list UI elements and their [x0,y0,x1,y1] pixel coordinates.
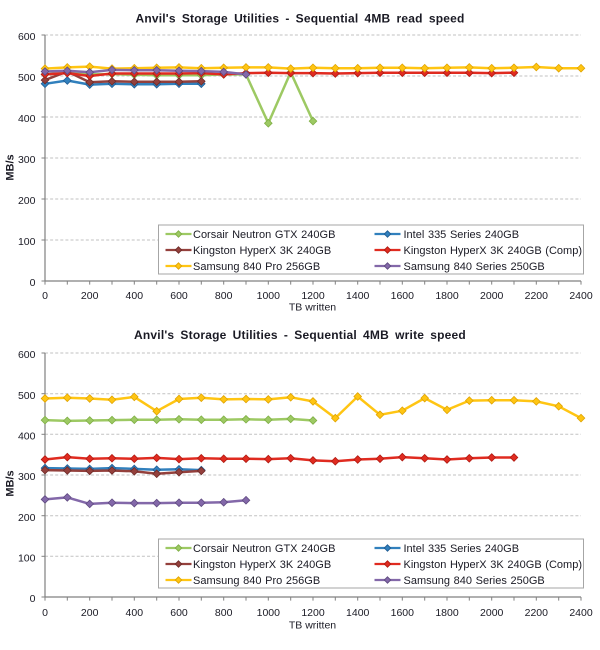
svg-text:TB written: TB written [289,620,336,632]
svg-text:1600: 1600 [391,290,415,302]
svg-text:800: 800 [215,607,233,619]
svg-text:0: 0 [30,593,36,605]
svg-text:1000: 1000 [257,607,281,619]
svg-text:100: 100 [18,553,36,565]
svg-text:MB/s: MB/s [5,154,17,180]
svg-text:Anvil's Storage Utilities - S: Anvil's Storage Utilities - Sequential 4… [135,11,464,25]
svg-text:200: 200 [18,512,36,524]
svg-text:2200: 2200 [525,290,549,302]
svg-text:600: 600 [170,290,188,302]
svg-text:1800: 1800 [435,290,459,302]
svg-text:0: 0 [42,290,48,302]
svg-text:Kingston HyperX 3K 240GB (Comp: Kingston HyperX 3K 240GB (Comp) [404,245,582,257]
svg-text:0: 0 [42,607,48,619]
svg-text:600: 600 [170,607,188,619]
svg-text:400: 400 [18,113,36,125]
svg-text:Samsung 840 Pro 256GB: Samsung 840 Pro 256GB [193,575,320,587]
svg-text:200: 200 [81,290,99,302]
svg-text:Kingston HyperX 3K 240GB (Comp: Kingston HyperX 3K 240GB (Comp) [404,559,582,571]
svg-text:Intel 335 Series 240GB: Intel 335 Series 240GB [404,229,520,241]
svg-text:2400: 2400 [569,290,593,302]
svg-text:Corsair Neutron GTX 240GB: Corsair Neutron GTX 240GB [193,229,335,241]
svg-text:200: 200 [81,607,99,619]
svg-text:1200: 1200 [301,290,325,302]
svg-text:1000: 1000 [257,290,281,302]
svg-text:Anvil's Storage Utilities - S: Anvil's Storage Utilities - Sequential 4… [134,328,466,342]
svg-text:1200: 1200 [301,607,325,619]
svg-text:500: 500 [18,72,36,84]
svg-text:Kingston HyperX 3K 240GB: Kingston HyperX 3K 240GB [193,245,331,257]
svg-text:100: 100 [18,236,36,248]
svg-text:Samsung 840 Pro 256GB: Samsung 840 Pro 256GB [193,261,320,273]
svg-text:Kingston HyperX 3K 240GB: Kingston HyperX 3K 240GB [193,559,331,571]
svg-text:Samsung 840 Series 250GB: Samsung 840 Series 250GB [404,261,545,273]
svg-text:TB written: TB written [289,302,336,314]
svg-text:2200: 2200 [525,607,549,619]
svg-text:400: 400 [126,290,144,302]
svg-text:600: 600 [18,31,36,43]
svg-text:800: 800 [215,290,233,302]
svg-text:1600: 1600 [391,607,415,619]
svg-text:200: 200 [18,195,36,207]
svg-text:400: 400 [18,431,36,443]
svg-text:300: 300 [18,154,36,166]
svg-text:Intel 335 Series 240GB: Intel 335 Series 240GB [404,543,520,555]
svg-text:300: 300 [18,471,36,483]
svg-text:1400: 1400 [346,607,370,619]
svg-text:1400: 1400 [346,290,370,302]
svg-text:600: 600 [18,349,36,361]
svg-text:500: 500 [18,390,36,402]
svg-text:0: 0 [30,277,36,289]
svg-text:2000: 2000 [480,290,504,302]
svg-text:MB/s: MB/s [5,470,17,496]
svg-text:Samsung 840 Series 250GB: Samsung 840 Series 250GB [404,575,545,587]
svg-text:2000: 2000 [480,607,504,619]
svg-text:2400: 2400 [569,607,593,619]
svg-text:Corsair Neutron GTX 240GB: Corsair Neutron GTX 240GB [193,543,335,555]
svg-text:1800: 1800 [435,607,459,619]
svg-text:400: 400 [126,607,144,619]
